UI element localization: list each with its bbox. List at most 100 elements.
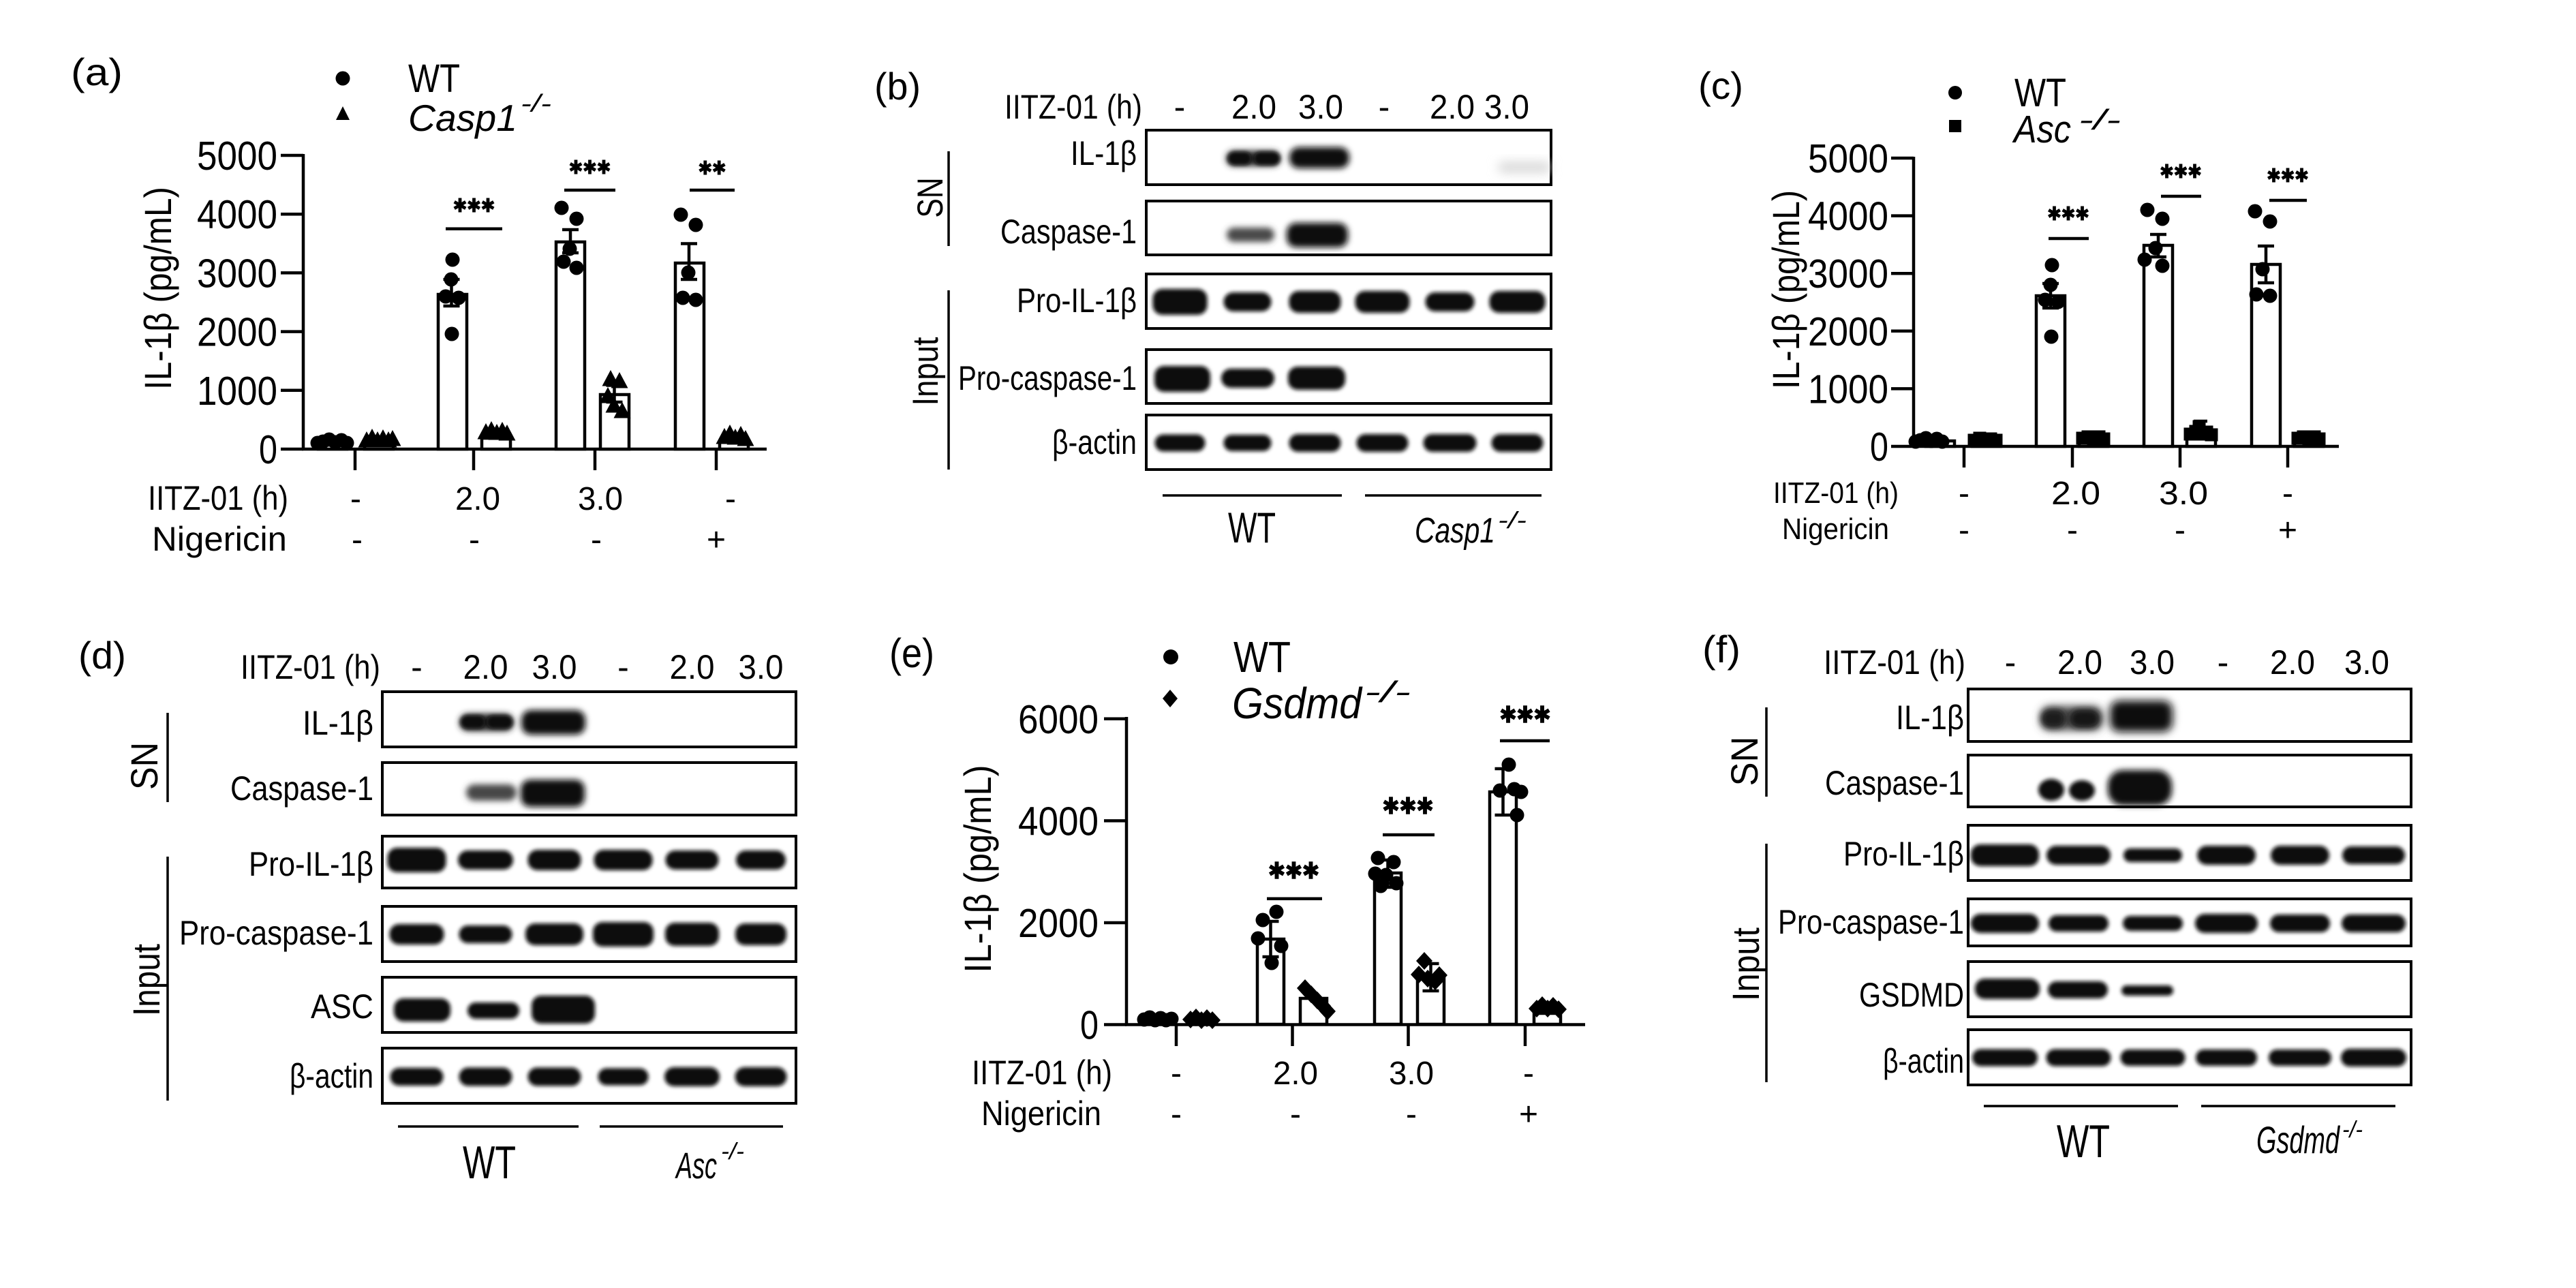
svg-text:WT: WT: [1228, 504, 1276, 552]
svg-text:3.0: 3.0: [2159, 476, 2208, 512]
svg-text:Caspase-1: Caspase-1: [1825, 764, 1964, 802]
svg-text:0: 0: [1870, 425, 1888, 470]
svg-text:2.0: 2.0: [670, 648, 715, 686]
svg-text:0: 0: [259, 427, 277, 472]
svg-text:Input: Input: [125, 944, 168, 1016]
svg-text:Pro-IL-1β: Pro-IL-1β: [1017, 281, 1137, 320]
svg-text:3000: 3000: [197, 251, 277, 296]
svg-text:IL-1β (pg/mL): IL-1β (pg/mL): [1764, 190, 1807, 389]
svg-text:2.0: 2.0: [463, 648, 508, 686]
svg-text:-/-: -/-: [1364, 675, 1411, 709]
svg-text:IITZ-01 (h): IITZ-01 (h): [241, 648, 380, 686]
svg-text:ASC: ASC: [311, 987, 373, 1026]
svg-text:2000: 2000: [1018, 901, 1099, 946]
svg-text:WT: WT: [463, 1137, 516, 1189]
svg-text:IITZ-01 (h): IITZ-01 (h): [1773, 476, 1899, 510]
svg-text:SN: SN: [123, 742, 166, 790]
svg-text:IITZ-01 (h): IITZ-01 (h): [972, 1054, 1112, 1092]
svg-text:Pro-IL-1β: Pro-IL-1β: [1843, 835, 1964, 873]
svg-text:Nigericin: Nigericin: [1782, 512, 1889, 546]
svg-text:IL-1β: IL-1β: [1896, 699, 1964, 737]
svg-text:GSDMD: GSDMD: [1859, 976, 1964, 1014]
svg-text:-/-: -/-: [721, 1139, 744, 1165]
svg-text:+: +: [707, 522, 726, 558]
svg-text:+: +: [1519, 1097, 1538, 1133]
svg-text:Pro-caspase-1: Pro-caspase-1: [958, 359, 1137, 397]
svg-text:-/-: -/-: [2079, 104, 2121, 136]
svg-text:-/-: -/-: [2342, 1117, 2363, 1143]
svg-text:3.0: 3.0: [1389, 1056, 1434, 1092]
svg-text:Gsdmd: Gsdmd: [1232, 679, 1363, 728]
svg-text:(e): (e): [889, 630, 934, 676]
svg-text:-: -: [617, 648, 629, 686]
svg-text:(c): (c): [1698, 64, 1743, 107]
svg-text:WT: WT: [2057, 1116, 2110, 1167]
svg-text:β-actin: β-actin: [290, 1057, 373, 1095]
svg-text:3.0: 3.0: [1298, 88, 1343, 126]
svg-text:WT: WT: [408, 57, 460, 101]
svg-text:-: -: [2218, 643, 2229, 681]
svg-text:-: -: [1406, 1097, 1417, 1133]
svg-text:-: -: [1171, 1056, 1182, 1092]
svg-text:-: -: [469, 522, 480, 558]
svg-text:-: -: [2067, 512, 2078, 549]
svg-text:3.0: 3.0: [2130, 643, 2175, 681]
svg-text:IITZ-01 (h): IITZ-01 (h): [148, 479, 288, 517]
svg-text:2.0: 2.0: [1273, 1056, 1318, 1092]
svg-text:Pro-IL-1β: Pro-IL-1β: [249, 845, 373, 883]
svg-text:Caspase-1: Caspase-1: [1000, 213, 1137, 251]
svg-text:IL-1β: IL-1β: [1071, 134, 1137, 172]
svg-text:-: -: [2175, 512, 2186, 549]
svg-text:3000: 3000: [1808, 251, 1888, 296]
svg-text:(b): (b): [874, 65, 921, 108]
svg-text:IL-1β: IL-1β: [303, 704, 373, 742]
svg-text:IL-1β (pg/mL): IL-1β (pg/mL): [956, 765, 999, 973]
svg-text:-: -: [411, 648, 423, 686]
svg-text:SN: SN: [910, 178, 951, 218]
svg-text:Asc: Asc: [675, 1146, 717, 1186]
svg-text:1000: 1000: [197, 369, 277, 414]
svg-text:-: -: [1959, 476, 1969, 512]
svg-text:3.0: 3.0: [2344, 643, 2389, 681]
svg-text:2000: 2000: [197, 310, 277, 355]
svg-text:-: -: [2282, 476, 2293, 512]
svg-text:Gsdmd: Gsdmd: [2256, 1118, 2340, 1161]
svg-text:Caspase-1: Caspase-1: [230, 769, 373, 808]
svg-text:-: -: [725, 481, 736, 517]
svg-text:Casp1: Casp1: [1415, 511, 1495, 551]
svg-text:0: 0: [1080, 1003, 1099, 1048]
svg-text:Pro-caspase-1: Pro-caspase-1: [179, 914, 373, 952]
svg-text:-: -: [1290, 1097, 1301, 1133]
svg-text:-/-: -/-: [521, 89, 551, 117]
svg-text:2.0: 2.0: [1231, 88, 1276, 126]
svg-text:(f): (f): [1702, 628, 1741, 671]
svg-text:Nigericin: Nigericin: [152, 520, 287, 558]
svg-text:2.0: 2.0: [2057, 643, 2102, 681]
svg-text:-: -: [1171, 1097, 1182, 1133]
svg-text:Input: Input: [1724, 927, 1767, 1001]
svg-text:4000: 4000: [1018, 799, 1099, 844]
svg-text:2.0: 2.0: [455, 481, 500, 517]
svg-text:(d): (d): [78, 634, 126, 677]
svg-text:-: -: [1959, 512, 1969, 549]
svg-text:-: -: [352, 522, 363, 558]
svg-text:β-actin: β-actin: [1052, 423, 1137, 461]
svg-text:3.0: 3.0: [578, 481, 623, 517]
svg-text:6000: 6000: [1018, 697, 1099, 742]
svg-text:β-actin: β-actin: [1883, 1042, 1964, 1080]
svg-text:WT: WT: [1233, 632, 1291, 681]
svg-text:4000: 4000: [1808, 194, 1888, 239]
svg-text:3.0: 3.0: [1484, 88, 1529, 126]
svg-text:-: -: [591, 522, 602, 558]
svg-text:IITZ-01 (h): IITZ-01 (h): [1005, 88, 1142, 126]
svg-text:-: -: [2005, 643, 2017, 681]
svg-text:-: -: [1523, 1056, 1534, 1092]
svg-text:2.0: 2.0: [2270, 643, 2315, 681]
svg-text:-: -: [1379, 88, 1390, 126]
svg-text:2000: 2000: [1808, 309, 1888, 354]
svg-text:1000: 1000: [1808, 367, 1888, 412]
svg-text:WT: WT: [2014, 71, 2066, 115]
svg-text:2.0: 2.0: [1430, 88, 1475, 126]
svg-text:IL-1β (pg/mL): IL-1β (pg/mL): [136, 187, 179, 390]
svg-text:SN: SN: [1723, 737, 1766, 786]
